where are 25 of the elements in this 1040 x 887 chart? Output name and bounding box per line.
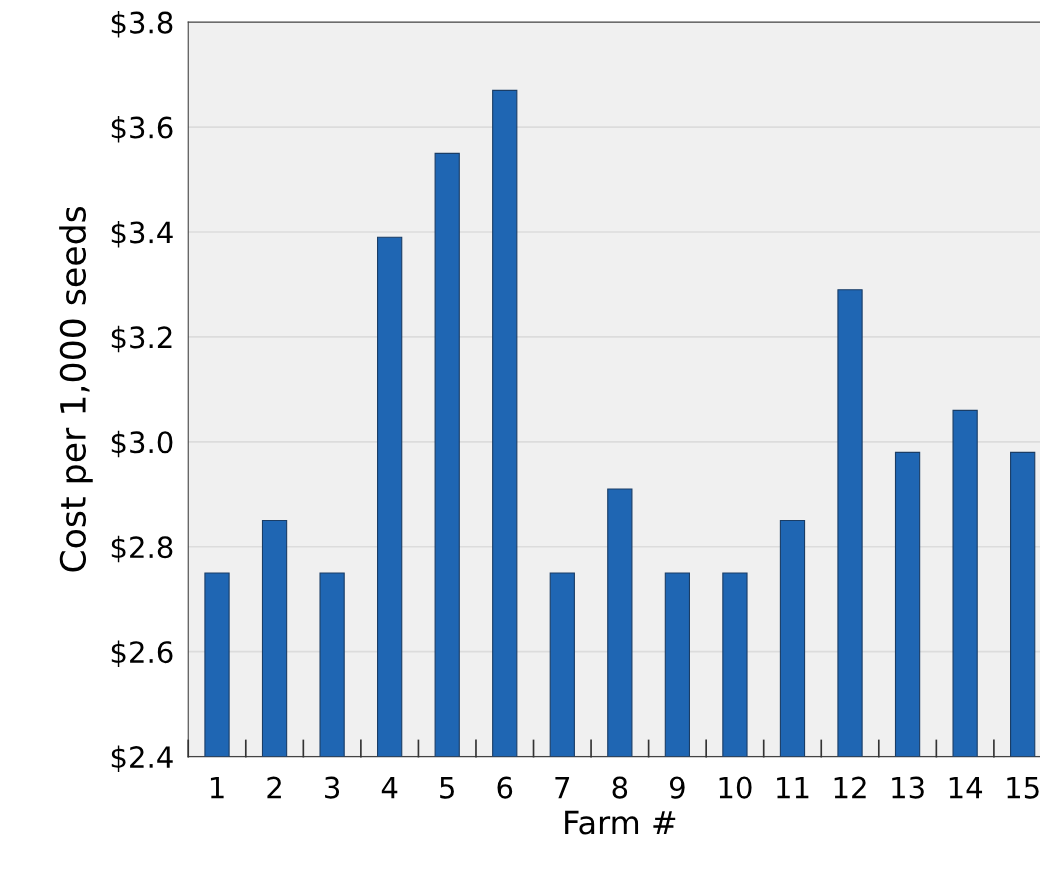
x-axis-title: Farm # <box>565 810 676 835</box>
x-tick-label: 10 <box>719 776 752 799</box>
y-tick-label: $3.2 <box>111 325 172 353</box>
x-tick-label: 7 <box>555 776 570 799</box>
x-tick-label: 12 <box>834 776 866 799</box>
y-tick-label: $3.0 <box>111 430 173 458</box>
y-tick-label: $2.6 <box>111 640 173 668</box>
x-tick-label: 13 <box>892 776 924 799</box>
x-tick-label: 14 <box>949 776 983 799</box>
y-tick-label: $3.6 <box>111 116 173 143</box>
y-tick-label: $3.4 <box>111 220 173 248</box>
x-tick-label: 4 <box>381 776 398 799</box>
y-tick-label: $2.4 <box>111 745 173 772</box>
x-tick-label: 3 <box>325 776 340 799</box>
y-axis-title: Cost per 1,000 seeds <box>59 206 93 572</box>
y-tick-label: $2.8 <box>111 535 173 563</box>
x-tick-label: 11 <box>777 776 809 799</box>
x-tick-label: 5 <box>440 776 454 799</box>
x-tick-label: 8 <box>612 776 628 799</box>
x-tick-label: 2 <box>267 776 281 799</box>
x-tick-label: 9 <box>669 776 685 799</box>
x-tick-label: 15 <box>1007 776 1039 799</box>
y-tick-label: $3.8 <box>111 11 173 38</box>
x-tick-label: 1 <box>210 776 224 799</box>
x-tick-label: 6 <box>497 776 513 799</box>
